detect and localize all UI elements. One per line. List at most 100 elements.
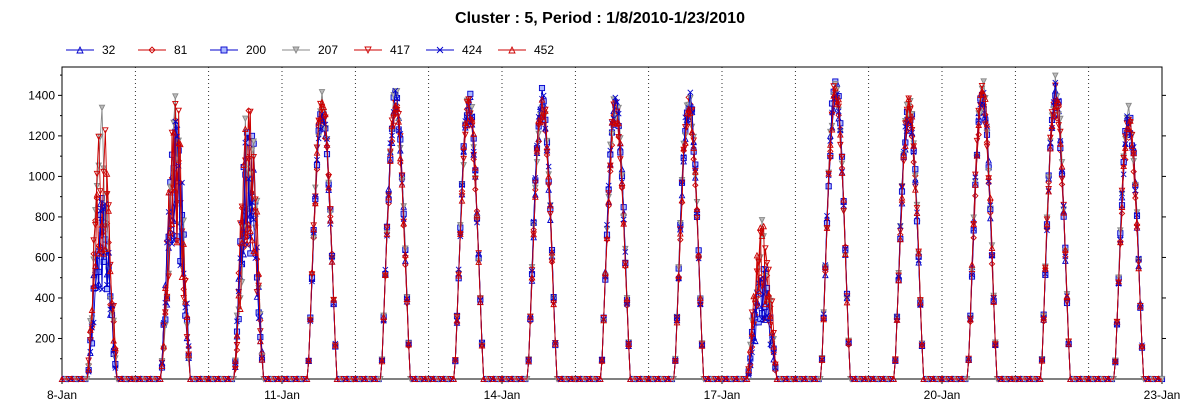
data-point (543, 143, 551, 151)
data-point (389, 132, 395, 139)
data-point (322, 110, 329, 118)
data-point (673, 318, 681, 326)
legend-item: 424 (424, 42, 496, 58)
data-point (980, 78, 987, 86)
y-tick-label: 800 (35, 210, 55, 224)
data-point (137, 375, 144, 383)
data-point (1117, 238, 1124, 246)
data-point (253, 207, 261, 215)
data-point (97, 188, 104, 195)
data-point (459, 182, 465, 189)
data-point (842, 250, 849, 258)
legend-item: 32 (64, 42, 136, 58)
data-point (835, 108, 842, 115)
data-point (462, 131, 469, 139)
data-point (460, 143, 467, 150)
data-point (532, 193, 539, 200)
data-point (167, 227, 174, 235)
data-point (1125, 102, 1132, 110)
data-point (772, 364, 779, 371)
data-point (1155, 375, 1162, 383)
data-point (747, 345, 754, 353)
data-point (558, 375, 566, 383)
legend-item: 417 (352, 42, 424, 58)
data-point (1048, 122, 1056, 129)
data-point (325, 183, 332, 191)
data-point (880, 375, 887, 383)
data-point (320, 103, 327, 110)
legend-label: 207 (318, 43, 339, 57)
data-point (327, 206, 334, 213)
data-point (828, 125, 836, 133)
data-point (163, 294, 171, 302)
data-point (220, 46, 228, 54)
data-point (92, 262, 99, 269)
data-point (818, 356, 826, 364)
data-point (948, 375, 956, 383)
data-point (240, 161, 247, 168)
data-point (245, 175, 252, 182)
data-point (197, 375, 204, 383)
data-point (1063, 292, 1071, 300)
data-point (172, 118, 179, 125)
data-point (174, 133, 180, 140)
data-point (792, 375, 799, 383)
data-point (897, 235, 904, 243)
data-point (755, 287, 762, 295)
data-point (840, 195, 847, 203)
data-point (1112, 357, 1119, 365)
data-point (118, 375, 126, 383)
data-point (310, 225, 317, 233)
data-point (688, 128, 696, 135)
data-point (617, 156, 624, 163)
data-point (257, 313, 264, 320)
data-point (530, 218, 537, 225)
data-point (170, 236, 177, 243)
data-point (1065, 339, 1072, 347)
data-point (247, 227, 254, 234)
data-point (765, 266, 772, 274)
data-point (917, 298, 924, 306)
x-tick-label: 23-Jan (1144, 388, 1181, 402)
data-point (470, 156, 477, 163)
data-point (164, 239, 170, 246)
data-point (158, 362, 166, 369)
data-point (597, 375, 604, 383)
data-point (170, 128, 177, 136)
data-point (108, 298, 116, 306)
legend-swatch (210, 46, 238, 54)
data-point (172, 93, 179, 101)
data-point (1138, 342, 1146, 350)
data-point (1058, 162, 1066, 170)
data-point (684, 118, 690, 125)
data-point (95, 133, 102, 141)
data-point (538, 84, 546, 92)
data-point (677, 229, 684, 237)
data-point (372, 375, 379, 383)
data-point (480, 375, 487, 383)
data-point (383, 230, 391, 237)
data-point (258, 355, 266, 363)
legend-item: 452 (496, 42, 568, 58)
legend-label: 200 (246, 43, 267, 57)
data-point (983, 143, 991, 151)
data-point (392, 87, 399, 94)
data-point (98, 104, 106, 112)
data-point (832, 81, 839, 88)
data-point (532, 175, 539, 181)
data-point (157, 375, 164, 383)
data-point (675, 271, 682, 279)
data-point (915, 249, 922, 257)
data-point (537, 106, 544, 113)
data-point (893, 316, 901, 323)
data-point (332, 341, 339, 349)
data-point (697, 294, 704, 302)
data-point (455, 271, 462, 279)
data-point (1055, 98, 1062, 106)
data-point (1052, 72, 1059, 80)
data-point (890, 375, 897, 383)
data-point (102, 200, 109, 207)
data-point (627, 375, 634, 383)
data-point (1118, 203, 1126, 210)
data-point (965, 356, 972, 363)
